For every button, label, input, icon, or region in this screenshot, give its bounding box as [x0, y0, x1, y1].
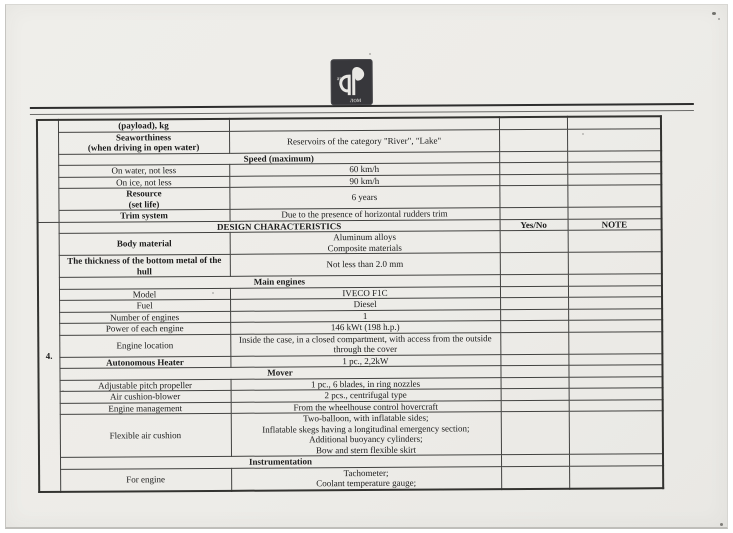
- yes-no-cell: [499, 128, 568, 152]
- param-name-cell: The thickness of the bottom metal of the…: [58, 254, 230, 278]
- param-name-cell: Resource (set life): [58, 187, 230, 211]
- yes-no-cell: [500, 353, 569, 366]
- logo-text-top: аг: [337, 76, 343, 82]
- section-number: 4.: [37, 221, 61, 492]
- scan-speck: [212, 292, 214, 294]
- specification-table: (payload), kg Seaworthiness (when driving …: [35, 115, 665, 493]
- param-value-cell: Not less than 2.0 mm: [229, 252, 500, 277]
- spec-row: For engine Tachometer; Coolant temperature…: [39, 465, 664, 492]
- note-cell: [568, 331, 663, 354]
- yes-no-cell: [499, 150, 568, 163]
- note-cell: [567, 273, 662, 286]
- yes-no-cell: [499, 185, 568, 208]
- company-logo: аг лом: [330, 58, 373, 106]
- note-cell: [567, 161, 662, 174]
- logo-text-bottom: лом: [350, 96, 362, 104]
- scan-content: аг лом (payload), kg Seaworthiness (when d…: [6, 5, 727, 527]
- scanned-page: аг лом (payload), kg Seaworthiness (when d…: [5, 4, 728, 529]
- note-cell: [567, 285, 663, 298]
- note-cell: [568, 364, 663, 377]
- yes-no-cell: [500, 399, 569, 412]
- spec-row: Flexible air cushion Two-balloon, with in…: [39, 410, 663, 458]
- yes-no-cell: [499, 230, 568, 253]
- note-cell: [568, 453, 664, 466]
- param-name-cell: (payload), kg: [57, 118, 230, 132]
- param-name-cell: Flexible air cushion: [59, 413, 232, 458]
- yes-no-cell: [500, 297, 569, 310]
- param-name-cell: Seaworthiness (when driving in open water…: [58, 130, 230, 154]
- param-value-cell: Tachometer; Coolant temperature gauge;: [231, 466, 502, 491]
- yes-no-header: Yes/No: [499, 218, 568, 231]
- note-cell: [566, 116, 662, 129]
- yes-no-cell: [500, 388, 569, 401]
- param-value-cell: Inside the case, in a closed compartment…: [230, 332, 501, 356]
- note-cell: [567, 150, 662, 163]
- note-cell: [567, 184, 662, 208]
- note-cell: [567, 173, 662, 186]
- yes-no-cell: [499, 173, 568, 186]
- note-cell: [567, 229, 662, 253]
- note-cell: [569, 465, 664, 489]
- scan-speck: [720, 523, 723, 526]
- note-header: NOTE: [567, 218, 662, 231]
- note-cell: [567, 128, 662, 151]
- param-value-cell: 6 years: [229, 185, 500, 210]
- note-cell: [568, 410, 663, 455]
- param-value-cell: Aluminum alloys Composite materials: [229, 230, 500, 255]
- yes-no-cell: [500, 365, 569, 378]
- scan-speck: [712, 12, 716, 15]
- row-number-cell-empty: [36, 119, 59, 223]
- scan-speck: [62, 390, 64, 392]
- note-cell: [568, 387, 663, 400]
- yes-no-cell: [498, 116, 568, 130]
- yes-no-cell: [500, 376, 569, 389]
- company-emblem-icon: аг лом: [337, 67, 365, 104]
- yes-no-cell: [499, 162, 568, 175]
- scan-speck: [718, 18, 720, 20]
- yes-no-cell: [499, 207, 568, 220]
- param-name-cell: Trim system: [58, 209, 230, 222]
- param-name-cell: Engine location: [59, 333, 231, 357]
- note-cell: [568, 308, 663, 321]
- yes-no-cell: [500, 320, 569, 333]
- yes-no-cell: [500, 454, 570, 467]
- yes-no-cell: [499, 274, 568, 287]
- note-cell: [567, 251, 662, 275]
- yes-no-cell: [499, 252, 568, 275]
- note-cell: [567, 206, 662, 219]
- yes-no-cell: [501, 465, 570, 489]
- param-value-cell: Reservoirs of the category "River", "Lak…: [229, 129, 500, 153]
- letterhead-rule-thin: [29, 109, 694, 116]
- yes-no-cell: [499, 285, 569, 298]
- scan-speck: [582, 133, 584, 135]
- param-name-cell: On ice, not less: [58, 175, 230, 189]
- note-cell: [568, 399, 663, 412]
- yes-no-cell: [500, 331, 569, 355]
- param-value-cell: Two-balloon, with inflatable sides; Infla…: [230, 411, 501, 457]
- yes-no-cell: [500, 411, 569, 455]
- note-cell: [568, 353, 663, 366]
- scan-speck: [369, 53, 371, 55]
- param-name-cell: Body material: [58, 232, 230, 256]
- note-cell: [568, 319, 663, 332]
- param-name-cell: On water, not less: [58, 164, 230, 177]
- spec-table-body: (payload), kg Seaworthiness (when driving …: [36, 116, 664, 492]
- yes-no-cell: [500, 308, 569, 321]
- note-cell: [568, 376, 663, 389]
- param-name-cell: Model: [58, 287, 231, 301]
- note-cell: [568, 296, 663, 309]
- param-name-cell: For engine: [60, 467, 232, 492]
